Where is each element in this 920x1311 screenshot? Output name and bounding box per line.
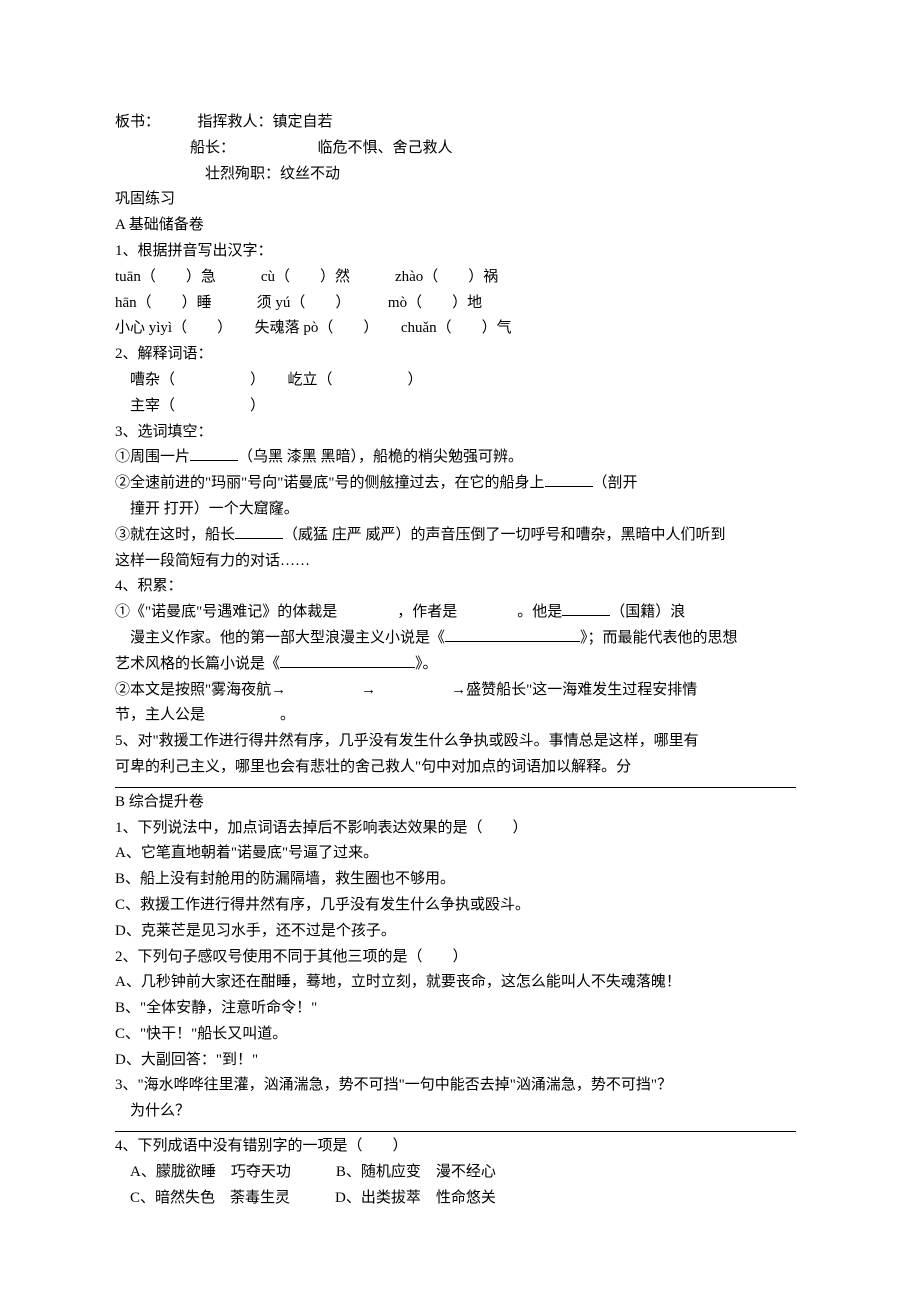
b-q4-stem: 4、下列成语中没有错别字的一项是（ ） xyxy=(115,1134,810,1160)
a-q4-item1b: 漫主义作家。他的第一部大型浪漫主义小说是《 》；而最能代表他的思想 xyxy=(115,626,810,652)
blank xyxy=(190,445,238,461)
sacrifice-value: 纹丝不动 xyxy=(280,166,340,182)
b-q1-a: A、它笔直地朝着"诺曼底"号逼了过来。 xyxy=(115,841,810,867)
a-q4-i1e: 艺术风格的长篇小说是《 xyxy=(115,656,280,672)
blackboard-line2: 船长： 临危不惧、舍己救人 xyxy=(115,136,810,162)
a-q2-row2: 主宰（ ） xyxy=(115,394,810,420)
captain-quality: 临危不惧、舍己救人 xyxy=(318,140,453,156)
answer-line xyxy=(115,1131,796,1132)
b-q1-c: C、救援工作进行得井然有序，几乎没有发生什么争执或殴斗。 xyxy=(115,893,810,919)
a-q2-title: 2、解释词语： xyxy=(115,342,810,368)
a-q1-title: 1、根据拼音写出汉字： xyxy=(115,239,810,265)
a-q4-i1d: 》；而最能代表他的思想 xyxy=(580,630,738,646)
blank xyxy=(235,523,283,539)
command-rescue-label: 指挥救人： xyxy=(198,114,273,130)
a-q3-item2a: ②全速前进的"玛丽"号向"诺曼底"号的侧舷撞过去，在它的船身上 （剖开 xyxy=(115,471,810,497)
a-q5-l2: 可卑的利己主义，哪里也会有悲壮的舍己救人"句中对加点的词语加以解释。分 xyxy=(115,755,810,781)
b-q2-a: A、几秒钟前大家还在酣睡，蓦地，立时立刻，就要丧命，这怎么能叫人不失魂落魄！ xyxy=(115,970,810,996)
a-q3-i3a: ③就在这时，船长 xyxy=(115,527,235,543)
a-q4-i1b: （国籍）浪 xyxy=(610,604,685,620)
blackboard-line1: 板书： 指挥救人：镇定自若 xyxy=(115,110,810,136)
a-q4-i1f: 》。 xyxy=(415,656,438,672)
a-q3-i2b: （剖开 xyxy=(593,475,638,491)
blackboard-line3: 壮烈殉职：纹丝不动 xyxy=(115,162,810,188)
consolidate-heading: 巩固练习 xyxy=(115,187,810,213)
a-q4-title: 4、积累： xyxy=(115,574,810,600)
b-q2-d: D、大副回答："到！" xyxy=(115,1048,810,1074)
a-q4-item2b: 节，主人公是 。 xyxy=(115,703,810,729)
blank xyxy=(445,626,580,642)
blank xyxy=(545,471,593,487)
a-q3-item2b: 撞开 打开）一个大窟窿。 xyxy=(115,497,810,523)
a-q3-i1b: （乌黑 漆黑 黑暗），船桅的梢尖勉强可辨。 xyxy=(238,449,523,465)
a-q3-i3b: （威猛 庄严 威严）的声音压倒了一切呼号和嘈杂，黑暗中人们听到 xyxy=(283,527,726,543)
a-q3-item3a: ③就在这时，船长 （威猛 庄严 威严）的声音压倒了一切呼号和嘈杂，黑暗中人们听到 xyxy=(115,523,810,549)
b-q2-c: C、"快干！"船长又叫道。 xyxy=(115,1022,810,1048)
a-q4-item2a: ②本文是按照"雾海夜航→ → →盛赞船长"这一海难发生过程安排情 xyxy=(115,678,810,704)
a-q1-row1: tuān（ ）急 cù（ ）然 zhào（ ）祸 xyxy=(115,265,810,291)
a-q1-row2: hān（ ）睡 须 yú（ ） mò（ ）地 xyxy=(115,291,810,317)
sacrifice-label: 壮烈殉职： xyxy=(205,166,280,182)
a-q4-i1a: ①《"诺曼底"号遇难记》的体裁是 ，作者是 。他是 xyxy=(115,604,562,620)
b-q2-b: B、"全体安静，注意听命令！" xyxy=(115,996,810,1022)
section-b-title: B 综合提升卷 xyxy=(115,790,810,816)
a-q1-row3: 小心 yìyì（ ） 失魂落 pò（ ） chuǎn（ ）气 xyxy=(115,316,810,342)
a-q2-row1: 嘈杂（ ） 屹立（ ） xyxy=(115,368,810,394)
a-q3-i2a: ②全速前进的"玛丽"号向"诺曼底"号的侧舷撞过去，在它的船身上 xyxy=(115,475,545,491)
a-q3-item3b: 这样一段简短有力的对话…… xyxy=(115,549,810,575)
blackboard-prefix: 板书： xyxy=(115,114,153,130)
a-q3-item1: ①周围一片 （乌黑 漆黑 黑暗），船桅的梢尖勉强可辨。 xyxy=(115,445,810,471)
a-q3-i1a: ①周围一片 xyxy=(115,449,190,465)
b-q3-l1: 3、"海水哗哗往里灌，汹涌湍急，势不可挡"一句中能否去掉"汹涌湍急，势不可挡"？ xyxy=(115,1073,810,1099)
a-q4-i1c: 漫主义作家。他的第一部大型浪漫主义小说是《 xyxy=(115,630,445,646)
blank xyxy=(562,600,610,616)
b-q1-b: B、船上没有封舱用的防漏隔墙，救生圈也不够用。 xyxy=(115,867,810,893)
command-rescue-value: 镇定自若 xyxy=(273,114,333,130)
b-q4-row2: C、暗然失色 荼毒生灵 D、出类拔萃 性命悠关 xyxy=(115,1186,810,1212)
captain-label: 船长： xyxy=(190,140,228,156)
answer-line xyxy=(115,787,796,788)
b-q2-stem: 2、下列句子感叹号使用不同于其他三项的是（ ） xyxy=(115,945,810,971)
a-q4-item1c: 艺术风格的长篇小说是《 》。 xyxy=(115,652,810,678)
blank xyxy=(280,652,415,668)
b-q1-stem: 1、下列说法中，加点词语去掉后不影响表达效果的是（ ） xyxy=(115,816,810,842)
b-q1-d: D、克莱芒是见习水手，还不过是个孩子。 xyxy=(115,919,810,945)
a-q5-l1: 5、对"救援工作进行得井然有序，几乎没有发生什么争执或殴斗。事情总是这样，哪里有 xyxy=(115,729,810,755)
a-q4-item1a: ①《"诺曼底"号遇难记》的体裁是 ，作者是 。他是 （国籍）浪 xyxy=(115,600,810,626)
b-q4-row1: A、朦胧欲睡 巧夺天功 B、随机应变 漫不经心 xyxy=(115,1160,810,1186)
b-q3-l2: 为什么？ xyxy=(115,1099,810,1125)
a-q3-title: 3、选词填空： xyxy=(115,420,810,446)
section-a-title: A 基础储备卷 xyxy=(115,213,810,239)
